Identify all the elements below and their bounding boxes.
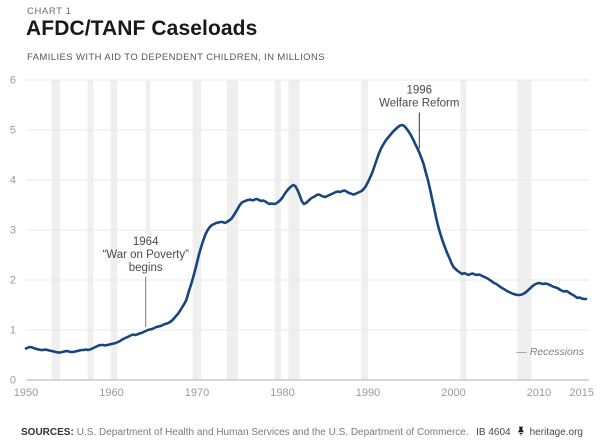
annotation-text: 1996: [407, 85, 433, 97]
annotation-text: Welfare Reform: [379, 98, 459, 110]
sources-text: U.S. Department of Health and Human Serv…: [76, 427, 469, 438]
recessions-legend: — Recessions: [516, 346, 584, 358]
caseloads-line-chart: 0 1 2 3 4 5 6 1950 1960 1970 1980 1990 2000 2010 2015 1…: [10, 75, 594, 400]
x-tick-label: 1990: [356, 387, 380, 399]
y-tick-label: 5: [10, 125, 16, 137]
y-tick-label: 2: [10, 275, 16, 287]
sources-label: SOURCES:: [21, 427, 74, 438]
caseload-line: [24, 123, 588, 354]
x-tick-label: 2000: [441, 387, 465, 399]
sources-note: SOURCES: U.S. Department of Health and Hu…: [21, 427, 469, 438]
annotation-text: begins: [129, 262, 163, 274]
chart-kicker: CHART 1: [27, 6, 72, 17]
x-tick-label: 2015: [570, 387, 594, 399]
issue-brief-id: IB 4604: [476, 427, 511, 438]
x-tick-label: 1960: [99, 387, 123, 399]
y-tick-label: 1: [10, 325, 16, 337]
x-tick-label: 2010: [527, 387, 551, 399]
y-tick-label: 6: [10, 75, 16, 87]
y-tick-label: 3: [10, 225, 16, 237]
annotation-text: 1964: [133, 236, 159, 248]
annotation-text: “War on Poverty”: [102, 249, 189, 261]
chart-subtitle: FAMILIES WITH AID TO DEPENDENT CHILDREN,…: [27, 52, 325, 63]
page-title: AFDC/TANF Caseloads: [26, 17, 258, 40]
y-tick-label: 0: [10, 375, 16, 387]
heritage-site: heritage.org: [529, 427, 583, 438]
annotation-band: [145, 80, 151, 235]
footer: SOURCES: U.S. Department of Health and Hu…: [21, 426, 583, 438]
x-tick-label: 1980: [270, 387, 294, 399]
y-tick-label: 4: [10, 175, 16, 187]
footer-brand: IB 4604 heritage.org: [476, 426, 583, 438]
x-tick-label: 1950: [14, 387, 38, 399]
x-tick-label: 1970: [185, 387, 209, 399]
heritage-bell-icon: [517, 426, 524, 436]
